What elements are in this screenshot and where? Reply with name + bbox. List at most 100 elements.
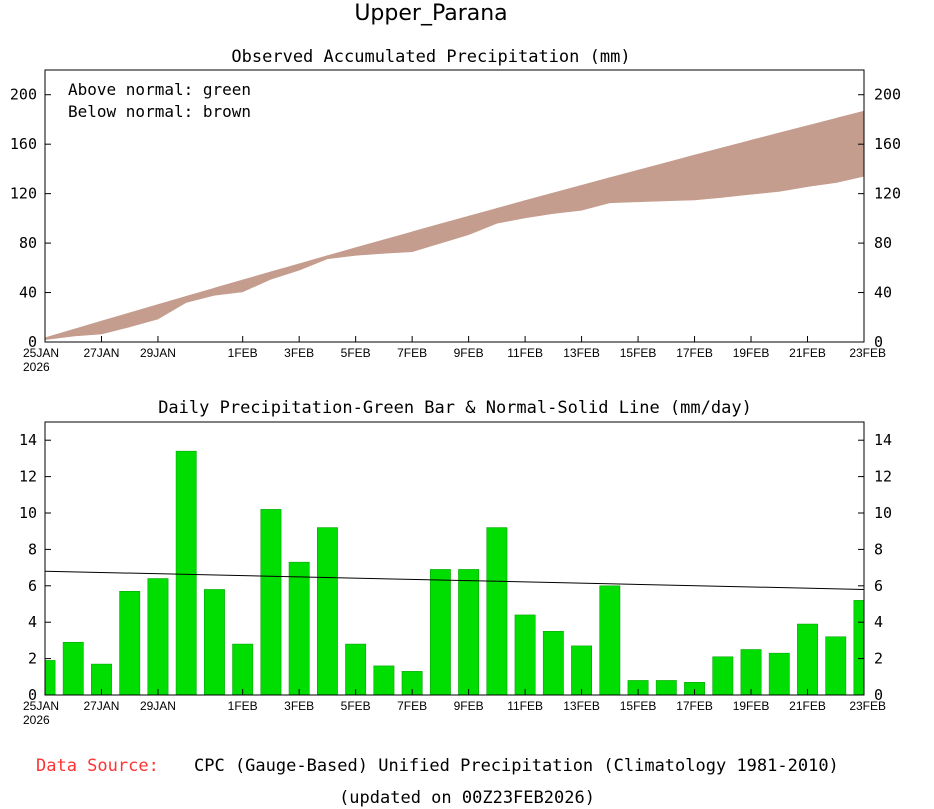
x-tick-label: 23FEB: [849, 699, 886, 713]
x-tick-label: 17FEB: [676, 346, 713, 360]
daily-panel: Daily Precipitation-Green Bar & Normal-S…: [19, 398, 892, 727]
below-normal-area-segment: [383, 231, 413, 254]
below-normal-area-segment: [101, 312, 131, 335]
daily-bar: [825, 636, 847, 696]
daily-bar: [797, 623, 818, 696]
below-normal-area-segment: [157, 295, 187, 320]
y-tick-label-left: 12: [19, 468, 37, 486]
x-tick-label: 13FEB: [563, 346, 600, 360]
x-year-label: 2026: [23, 360, 50, 374]
x-tick-label: 29JAN: [140, 699, 176, 713]
legend-below-normal: Below normal: brown: [68, 102, 251, 121]
daily-bar: [147, 578, 169, 696]
y-tick-label-right: 2: [874, 650, 883, 668]
daily-bar: [853, 600, 865, 696]
daily-bar: [458, 569, 480, 696]
below-normal-area-segment: [298, 255, 328, 271]
y-tick-label-left: 6: [28, 577, 37, 595]
y-tick-label-right: 40: [874, 284, 892, 302]
y-tick-label-right: 6: [874, 577, 883, 595]
x-year-label: 2026: [23, 713, 50, 727]
daily-bar: [232, 643, 254, 696]
daily-bar: [288, 561, 310, 696]
accumulated-plot-frame: [44, 69, 865, 343]
x-tick-label: 3FEB: [284, 699, 314, 713]
daily-bar: [316, 527, 338, 696]
y-tick-label-left: 10: [19, 504, 37, 522]
daily-bar: [740, 649, 762, 696]
daily-bar: [655, 680, 677, 696]
daily-bar: [204, 589, 225, 696]
below-normal-area-segment: [327, 247, 356, 260]
below-normal-area-segment: [214, 279, 243, 296]
y-tick-label-right: 160: [874, 135, 901, 153]
below-normal-area-segment: [129, 304, 159, 328]
below-normal-area-segment: [355, 239, 385, 256]
x-tick-label: 23FEB: [849, 346, 886, 360]
x-tick-label: 1FEB: [228, 346, 258, 360]
x-tick-label: 29JAN: [140, 346, 176, 360]
below-normal-area-segment: [722, 139, 752, 198]
y-tick-label-left: 14: [19, 431, 37, 449]
daily-bar: [571, 645, 593, 696]
daily-bar: [260, 509, 282, 696]
daily-bar: [768, 652, 790, 696]
x-tick-label: 25JAN: [23, 699, 59, 713]
daily-bar: [373, 665, 395, 696]
below-normal-area-segment: [609, 169, 639, 204]
below-normal-area-segment: [440, 215, 469, 244]
below-normal-area-segment: [468, 207, 498, 236]
y-tick-label-left: 2: [28, 650, 37, 668]
daily-bar: [119, 591, 141, 696]
daily-bar: [175, 450, 197, 696]
daily-bar: [486, 527, 508, 696]
below-normal-area-segment: [637, 162, 667, 203]
daily-bar: [514, 614, 536, 696]
daily-bar: [542, 631, 564, 696]
below-normal-area-segment: [72, 320, 102, 337]
normal-line: [44, 570, 865, 590]
x-tick-label: 7FEB: [397, 699, 427, 713]
below-normal-area-segment: [553, 184, 582, 214]
below-normal-area-segment: [694, 147, 724, 201]
y-tick-label-right: 8: [874, 540, 883, 558]
below-normal-area-segment: [242, 271, 272, 293]
x-tick-label: 11FEB: [507, 346, 543, 360]
below-normal-area-segment: [411, 223, 441, 253]
daily-bar: [44, 660, 56, 696]
x-tick-label: 15FEB: [620, 346, 657, 360]
y-tick-label-right: 0: [874, 333, 883, 351]
x-tick-label: 5FEB: [341, 346, 371, 360]
y-tick-label-right: 14: [874, 431, 892, 449]
daily-plot-frame: [44, 421, 865, 696]
y-tick-label-right: 10: [874, 504, 892, 522]
below-normal-area-segment: [44, 328, 74, 340]
below-normal-area-segment: [835, 110, 865, 184]
x-tick-label: 1FEB: [228, 699, 258, 713]
below-normal-area-segment: [750, 132, 780, 195]
data-source-label: Data Source:: [36, 756, 159, 776]
y-tick-label-left: 200: [10, 86, 37, 104]
daily-bar: [712, 656, 734, 696]
below-normal-area-segment: [185, 287, 215, 303]
x-tick-label: 5FEB: [341, 699, 371, 713]
y-tick-label-right: 200: [874, 86, 901, 104]
updated-note: (updated on 00Z23FEB2026): [339, 788, 595, 808]
y-tick-label-right: 80: [874, 234, 892, 252]
daily-bar: [599, 585, 621, 696]
x-tick-label: 27JAN: [83, 699, 119, 713]
x-tick-label: 13FEB: [563, 699, 600, 713]
below-normal-area-segment: [807, 117, 837, 187]
y-tick-label-right: 120: [874, 185, 901, 203]
x-tick-label: 17FEB: [676, 699, 713, 713]
x-tick-label: 9FEB: [454, 346, 484, 360]
daily-bar: [429, 569, 451, 696]
y-tick-label-right: 4: [874, 613, 883, 631]
x-tick-label: 9FEB: [454, 699, 484, 713]
below-normal-area-segment: [524, 192, 554, 219]
daily-panel-title: Daily Precipitation-Green Bar & Normal-S…: [158, 398, 752, 418]
below-normal-area-segment: [496, 200, 526, 224]
below-normal-area-segment: [270, 263, 300, 280]
x-tick-label: 7FEB: [397, 346, 427, 360]
